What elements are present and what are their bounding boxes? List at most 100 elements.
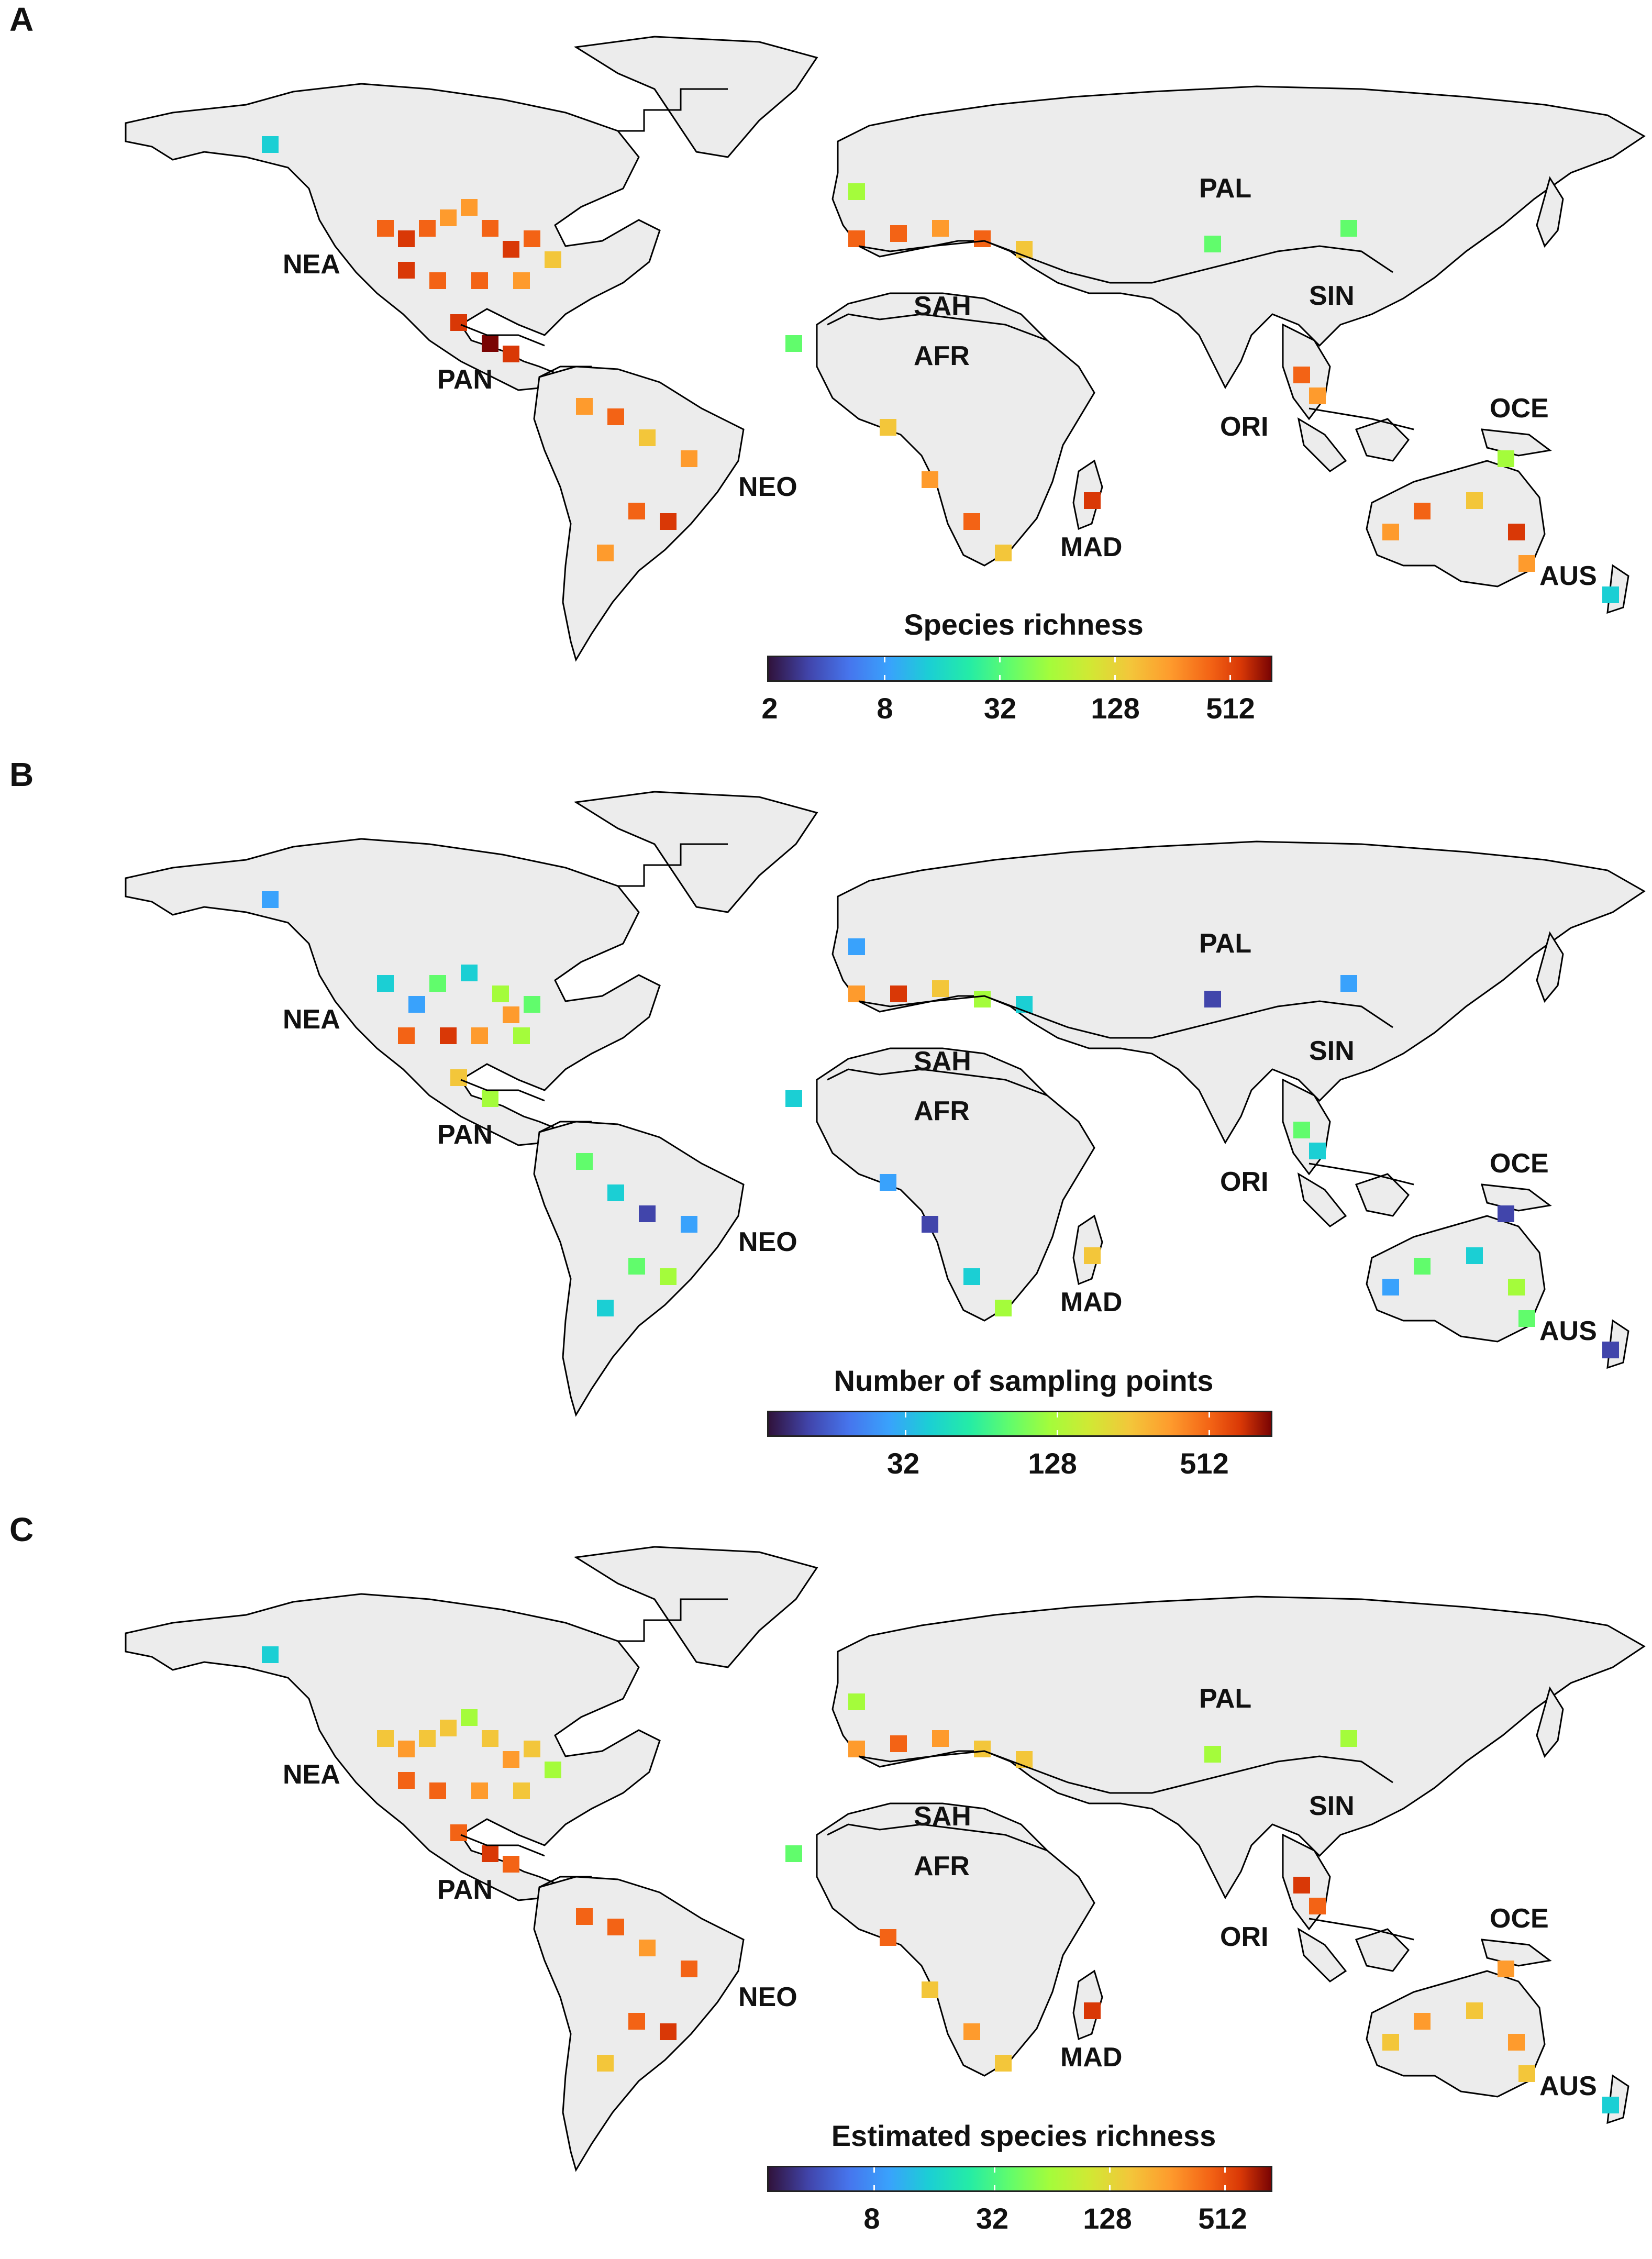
grid-cell xyxy=(513,1027,530,1044)
region-border xyxy=(858,1750,1393,1794)
grid-cell xyxy=(1498,1961,1514,1977)
region-border xyxy=(460,1834,545,1857)
landmass xyxy=(1297,417,1347,472)
region-label-pan: PAN xyxy=(437,364,493,395)
grid-cell xyxy=(503,241,519,258)
grid-cell xyxy=(419,220,436,237)
grid-cell xyxy=(597,2055,614,2072)
grid-cell xyxy=(848,985,865,1002)
region-border xyxy=(1309,1918,1414,1941)
grid-cell xyxy=(429,1782,446,1799)
tick-label: 512 xyxy=(1180,1447,1229,1480)
grid-cell xyxy=(482,1090,498,1107)
grid-cell xyxy=(503,346,519,362)
grid-cell xyxy=(1084,2002,1101,2019)
grid-cell xyxy=(974,991,991,1007)
grid-cell xyxy=(450,314,467,331)
region-label-neo: NEO xyxy=(738,1982,797,2012)
grid-cell xyxy=(848,938,865,955)
grid-cell xyxy=(545,1762,561,1778)
region-border xyxy=(460,1079,545,1102)
landmass xyxy=(1355,1173,1410,1217)
grid-cell xyxy=(1414,2013,1431,2030)
grid-cell xyxy=(995,1300,1012,1316)
grid-cell xyxy=(1016,1751,1033,1768)
grid-cell xyxy=(1340,1730,1357,1747)
grid-cell xyxy=(576,1908,593,1925)
grid-cell xyxy=(597,545,614,561)
grid-cell xyxy=(1498,450,1514,467)
grid-cell xyxy=(922,471,938,488)
region-label-ori: ORI xyxy=(1220,1922,1269,1952)
region-label-sin: SIN xyxy=(1309,1791,1355,1821)
region-border xyxy=(460,324,545,347)
grid-cell xyxy=(1340,975,1357,992)
grid-cell xyxy=(607,1919,624,1935)
grid-cell xyxy=(524,1741,540,1757)
grid-cell xyxy=(524,996,540,1013)
region-border xyxy=(827,1068,1048,1097)
region-border xyxy=(858,240,1393,284)
grid-cell xyxy=(262,891,279,908)
region-label-afr: AFR xyxy=(914,1096,970,1126)
region-border xyxy=(1309,407,1414,430)
region-label-aus: AUS xyxy=(1539,1316,1597,1346)
grid-cell xyxy=(461,1709,478,1726)
region-label-afr: AFR xyxy=(914,1851,970,1881)
grid-cell xyxy=(1508,524,1525,540)
grid-cell xyxy=(681,1216,697,1233)
grid-cell xyxy=(1204,991,1221,1007)
tick-label: 512 xyxy=(1206,692,1255,725)
region-label-nea: NEA xyxy=(283,1759,340,1790)
grid-cell xyxy=(681,1961,697,1977)
grid-cell xyxy=(848,1693,865,1710)
region-label-ori: ORI xyxy=(1220,1167,1269,1197)
colorbar xyxy=(767,1411,1272,1437)
grid-cell xyxy=(524,230,540,247)
region-label-sin: SIN xyxy=(1309,1036,1355,1066)
region-label-oce: OCE xyxy=(1490,1903,1549,1934)
grid-cell xyxy=(932,1730,949,1747)
grid-cell xyxy=(1414,503,1431,519)
world-map xyxy=(125,1546,1646,2172)
grid-cell xyxy=(880,419,896,436)
region-label-sah: SAH xyxy=(914,291,971,322)
landmass xyxy=(1297,1927,1347,1983)
region-label-mad: MAD xyxy=(1060,1287,1123,1317)
landmass xyxy=(816,1802,1095,2077)
tick-label: 2 xyxy=(761,692,778,725)
grid-cell xyxy=(785,1845,802,1862)
region-label-sah: SAH xyxy=(914,1046,971,1077)
grid-cell xyxy=(607,408,624,425)
region-label-nea: NEA xyxy=(283,249,340,280)
grid-cell xyxy=(1382,2034,1399,2051)
grid-cell xyxy=(1309,387,1326,404)
tick-label: 128 xyxy=(1028,1447,1077,1480)
world-map xyxy=(125,36,1646,662)
grid-cell xyxy=(1309,1898,1326,1914)
grid-cell xyxy=(429,975,446,992)
grid-cell xyxy=(482,1845,498,1862)
grid-cell xyxy=(1293,367,1310,383)
landmass xyxy=(1297,1172,1347,1227)
region-label-aus: AUS xyxy=(1539,561,1597,591)
grid-cell xyxy=(880,1174,896,1191)
grid-cell xyxy=(995,545,1012,561)
grid-cell xyxy=(545,251,561,268)
tick-label: 512 xyxy=(1198,2202,1247,2235)
grid-cell xyxy=(681,450,697,467)
grid-cell xyxy=(262,136,279,153)
grid-cell xyxy=(1293,1877,1310,1893)
grid-cell xyxy=(492,985,509,1002)
grid-cell xyxy=(785,1090,802,1107)
landmass xyxy=(573,1546,818,1668)
region-label-oce: OCE xyxy=(1490,393,1549,424)
grid-cell xyxy=(461,199,478,216)
grid-cell xyxy=(1293,1122,1310,1138)
grid-cell xyxy=(429,272,446,289)
landmass xyxy=(125,1593,661,1901)
grid-cell xyxy=(408,996,425,1013)
grid-cell xyxy=(440,209,457,226)
grid-cell xyxy=(660,513,677,530)
grid-cell xyxy=(377,975,394,992)
